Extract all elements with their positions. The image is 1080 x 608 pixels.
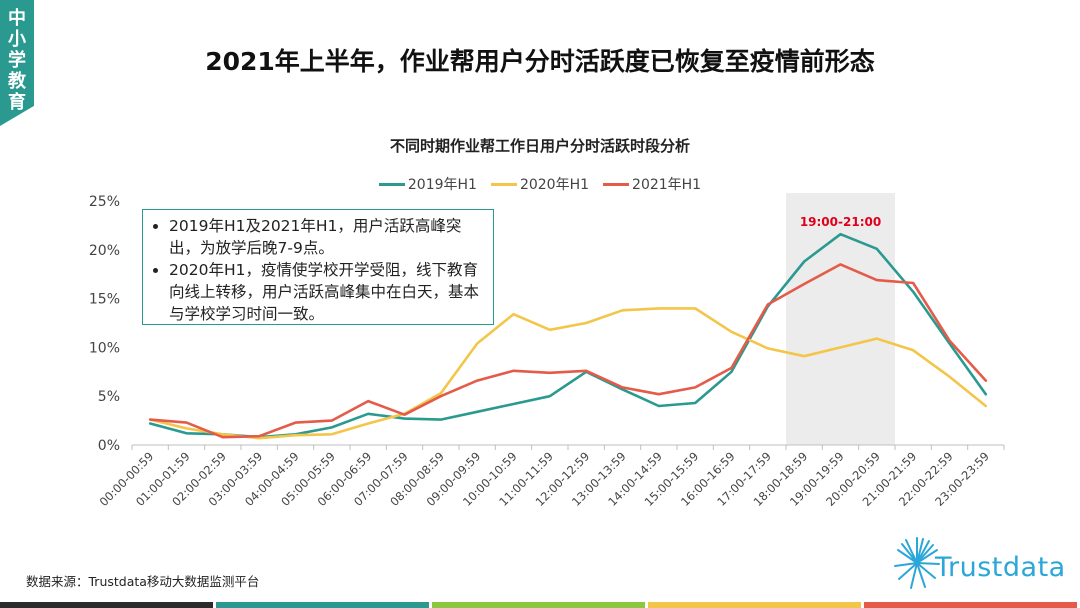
data-source: 数据来源：Trustdata移动大数据监测平台 bbox=[26, 574, 260, 589]
section-tab-label: 中小学教育 bbox=[8, 8, 26, 113]
bottom-bar-segment bbox=[864, 602, 1077, 608]
legend-label-2019: 2019年H1 bbox=[407, 177, 477, 193]
y-tick-label: 10% bbox=[89, 340, 120, 356]
logo-text: Trustdata bbox=[935, 552, 1066, 583]
y-tick-label: 25% bbox=[89, 194, 120, 210]
bottom-bar-segment bbox=[648, 602, 861, 608]
bottom-bar-segment bbox=[432, 602, 645, 608]
bottom-bar-segment bbox=[216, 602, 429, 608]
highlight-band bbox=[786, 193, 895, 445]
legend-swatch-2021 bbox=[603, 182, 630, 186]
page-title: 2021年上半年，作业帮用户分时活跃度已恢复至疫情前形态 bbox=[205, 47, 875, 76]
legend-swatch-2019 bbox=[378, 182, 405, 186]
note-item-1: 2019年H1及2021年H1，用户活跃高峰突出，为放学后晚7-9点。 bbox=[169, 215, 483, 259]
sunburst-icon bbox=[894, 537, 940, 589]
bottom-bar-segment bbox=[0, 602, 213, 608]
legend-label-2020: 2020年H1 bbox=[519, 177, 590, 193]
note-box: 2019年H1及2021年H1，用户活跃高峰突出，为放学后晚7-9点。 2020… bbox=[142, 209, 494, 325]
chart-title: 不同时期作业帮工作日用户分时活跃时段分析 bbox=[389, 137, 690, 155]
legend-swatch-2020 bbox=[490, 182, 517, 186]
legend-entry-2020: 2020年H1 bbox=[490, 174, 590, 194]
series-line-2 bbox=[148, 263, 988, 439]
y-tick-label: 20% bbox=[89, 243, 120, 259]
highlight-label: 19:00-21:00 bbox=[800, 215, 881, 229]
y-tick-label: 5% bbox=[98, 389, 120, 405]
y-tick-label: 0% bbox=[98, 438, 120, 454]
legend-entry-2021: 2021年H1 bbox=[603, 174, 701, 194]
chart-legend: 2019年H1 2020年H1 2021年H1 bbox=[0, 174, 1080, 194]
y-tick-label: 15% bbox=[89, 292, 120, 308]
note-item-2: 2020年H1，疫情使学校开学受阻，线下教育向线上转移，用户活跃高峰集中在白天，… bbox=[169, 259, 483, 325]
section-tab: 中小学教育 bbox=[0, 0, 34, 126]
note-list: 2019年H1及2021年H1，用户活跃高峰突出，为放学后晚7-9点。 2020… bbox=[151, 215, 483, 325]
bottom-color-bar bbox=[0, 602, 1080, 608]
series-line-1 bbox=[148, 307, 988, 440]
legend-label-2021: 2021年H1 bbox=[632, 177, 702, 193]
trustdata-logo: Trustdata bbox=[893, 534, 1069, 592]
legend-entry-2019: 2019年H1 bbox=[378, 174, 477, 194]
